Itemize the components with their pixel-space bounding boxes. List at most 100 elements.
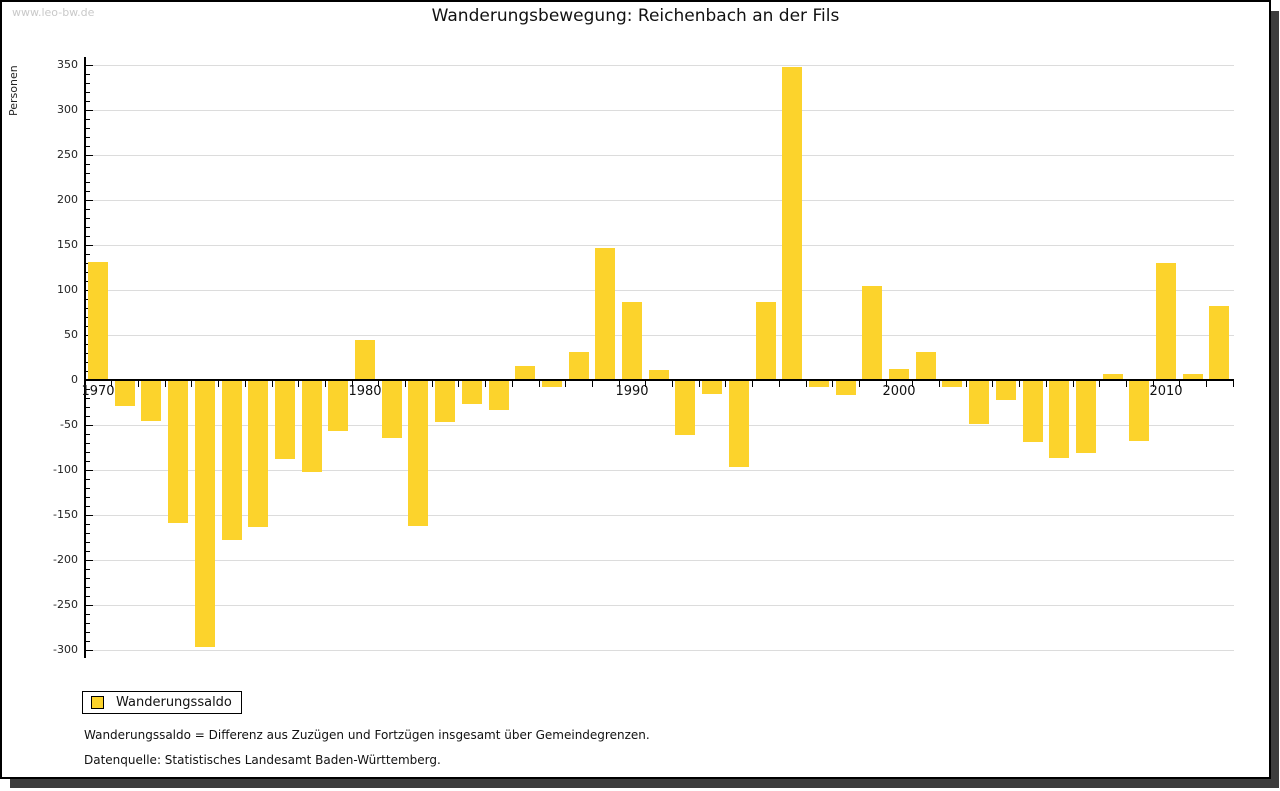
x-tick [538, 381, 540, 387]
y-tick-label: -300 [53, 643, 78, 656]
x-tick [752, 381, 754, 387]
y-minor-tick [86, 389, 90, 390]
y-minor-tick [86, 578, 90, 579]
x-tick [431, 381, 433, 387]
y-tick [86, 65, 93, 66]
y-minor-tick [86, 632, 90, 633]
y-tick-label: -250 [53, 598, 78, 611]
bar-2008 [1102, 373, 1123, 379]
gridline [84, 290, 1234, 291]
gridline [84, 155, 1234, 156]
y-minor-tick [86, 524, 90, 525]
x-tick [885, 381, 887, 387]
x-tick-label: 1980 [348, 384, 382, 399]
bar-1999 [862, 286, 883, 379]
y-tick [86, 560, 93, 561]
y-minor-tick [86, 506, 90, 507]
y-tick [86, 200, 93, 201]
x-tick [191, 381, 193, 387]
y-axis-label: Personen [7, 65, 20, 116]
y-minor-tick [86, 146, 90, 147]
x-tick [511, 381, 513, 387]
y-minor-tick [86, 542, 90, 543]
gridline [84, 200, 1234, 201]
x-tick-label: 2010 [1149, 384, 1183, 399]
x-tick [1206, 381, 1208, 387]
y-minor-tick [86, 614, 90, 615]
y-minor-tick [86, 533, 90, 534]
y-tick-label: -50 [60, 418, 78, 431]
y-minor-tick [86, 587, 90, 588]
y-minor-tick [86, 596, 90, 597]
gridline [84, 470, 1234, 471]
y-minor-tick [86, 83, 90, 84]
footnote-definition: Wanderungssaldo = Differenz aus Zuzügen … [84, 728, 650, 742]
x-tick [298, 381, 300, 387]
y-tick [86, 155, 93, 156]
bar-2010 [1156, 262, 1176, 379]
y-tick-label: 250 [57, 148, 78, 161]
bar-1970 [88, 262, 108, 379]
bar-1979 [328, 381, 349, 431]
bar-1994 [728, 381, 749, 467]
bar-2002 [942, 381, 963, 388]
x-tick [1179, 381, 1181, 387]
y-minor-tick [86, 407, 90, 408]
bar-1990 [622, 301, 642, 379]
y-minor-tick [86, 128, 90, 129]
bar-1976 [248, 381, 269, 527]
chart-title: Wanderungsbewegung: Reichenbach an der F… [431, 6, 840, 26]
bar-1989 [595, 247, 616, 379]
legend-swatch-icon [91, 696, 104, 709]
x-tick [992, 381, 994, 387]
x-tick [378, 381, 380, 387]
gridline [84, 110, 1234, 111]
y-minor-tick [86, 398, 90, 399]
y-tick-label: 100 [57, 283, 78, 296]
x-tick [271, 381, 273, 387]
y-minor-tick [86, 461, 90, 462]
x-tick [912, 381, 914, 387]
bar-1973 [168, 381, 189, 524]
bar-1982 [408, 381, 429, 526]
bar-1978 [301, 381, 322, 472]
x-tick [324, 381, 326, 387]
x-tick [458, 381, 460, 387]
gridline [84, 425, 1234, 426]
x-tick-label: 1990 [615, 384, 649, 399]
y-tick [86, 515, 93, 516]
x-tick [244, 381, 246, 387]
x-tick [1072, 381, 1074, 387]
x-tick [858, 381, 860, 387]
y-minor-tick [86, 119, 90, 120]
y-minor-tick [86, 623, 90, 624]
legend-label: Wanderungssaldo [116, 695, 232, 710]
y-tick [86, 650, 93, 651]
plot-area: -300 -250 -200 -150 -100 -50 0 50 100 150 200 250 30… [53, 57, 1234, 663]
gridline [84, 245, 1234, 246]
y-minor-tick [86, 191, 90, 192]
x-tick [725, 381, 727, 387]
y-minor-tick [86, 254, 90, 255]
bar-2000 [889, 369, 909, 379]
y-tick-label: 350 [57, 58, 78, 71]
x-tick [618, 381, 620, 387]
bar-1987 [541, 381, 562, 388]
bar-2011 [1182, 373, 1203, 379]
x-tick [1152, 381, 1154, 387]
bar-1985 [488, 381, 509, 410]
gridline [84, 605, 1234, 606]
y-minor-tick [86, 452, 90, 453]
x-tick [645, 381, 647, 387]
gridline [84, 335, 1234, 336]
y-minor-tick [86, 74, 90, 75]
bar-1997 [808, 381, 829, 388]
y-minor-tick [86, 218, 90, 219]
y-tick-label: 200 [57, 193, 78, 206]
bar-1995 [755, 301, 776, 379]
y-tick [86, 470, 93, 471]
y-tick-label: -200 [53, 553, 78, 566]
x-tick [1045, 381, 1047, 387]
y-tick-label: -150 [53, 508, 78, 521]
bar-1992 [675, 381, 696, 435]
